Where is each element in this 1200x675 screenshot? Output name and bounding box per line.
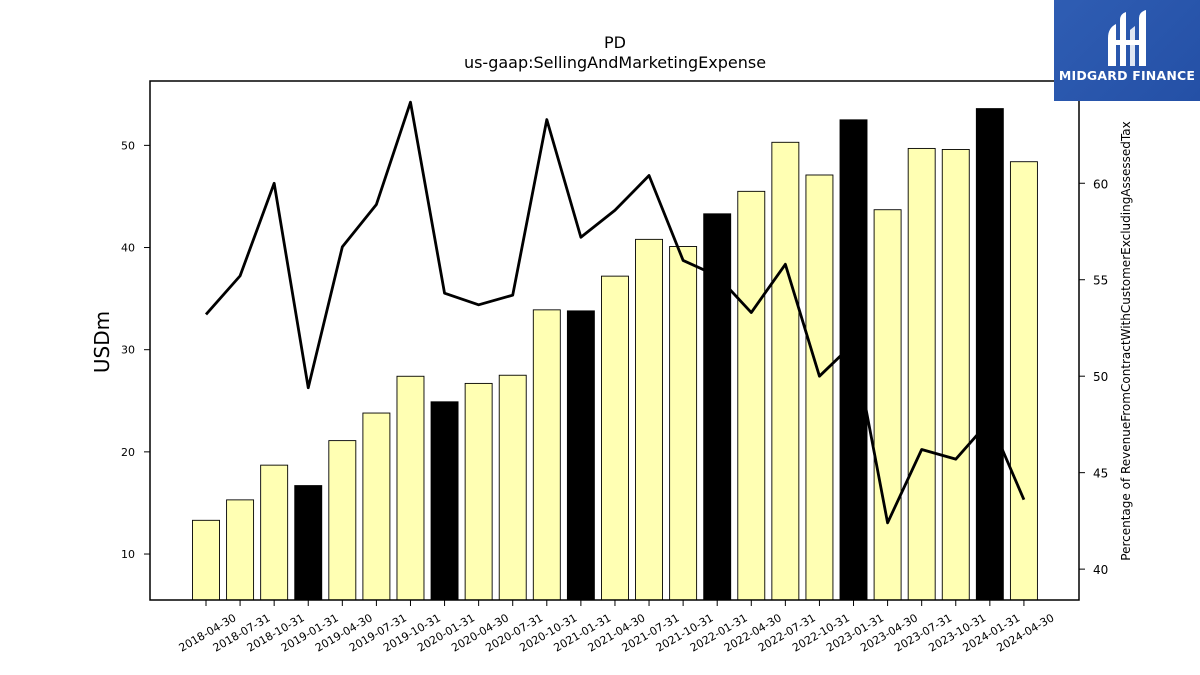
bar-2021-07-31: [635, 238, 663, 601]
bar-2022-07-31: [771, 141, 800, 601]
bar-2019-10-31: [396, 375, 425, 601]
midgard-logo-icon: [1108, 10, 1146, 66]
bar-2023-04-30: [873, 209, 902, 601]
bar-2018-07-31: [226, 499, 255, 601]
bar-2022-04-30: [737, 190, 766, 601]
bar-2018-04-30: [192, 519, 220, 601]
chart-title: PD: [604, 33, 626, 52]
right-tick-label: 45: [1093, 467, 1108, 481]
bar-2021-10-31: [669, 246, 698, 601]
chart-subtitle: us-gaap:SellingAndMarketingExpense: [464, 53, 766, 72]
left-tick-label: 50: [121, 139, 135, 152]
bar-2023-01-31: [839, 119, 868, 601]
bar-2024-04-30: [1009, 161, 1038, 601]
bar-2022-10-31: [805, 174, 834, 601]
right-tick-label: 60: [1093, 177, 1108, 191]
bar-2019-01-31: [294, 485, 323, 601]
ratio-line: [204, 100, 1026, 525]
bar-2023-07-31: [907, 147, 936, 601]
bar-2024-01-31: [975, 108, 1004, 601]
y-axis-right-label: Percentage of RevenueFromContractWithCus…: [1119, 121, 1133, 560]
left-axis: 10 20 30 40 50: [121, 139, 150, 561]
bar-2021-04-30: [601, 275, 629, 601]
bar-2020-07-31: [498, 374, 527, 601]
bar-2019-07-31: [362, 412, 391, 601]
bar-2022-01-31: [703, 213, 732, 601]
right-tick-label: 50: [1093, 370, 1108, 384]
brand-logo: MIDGARD FINANCE: [1054, 0, 1200, 101]
bar-2020-04-30: [464, 382, 493, 601]
left-tick-label: 30: [121, 344, 135, 357]
bar-2020-01-31: [430, 401, 459, 601]
bar-2021-01-31: [566, 310, 595, 601]
right-tick-label: 55: [1093, 274, 1108, 288]
left-tick-label: 20: [121, 446, 135, 459]
bar-2020-10-31: [532, 309, 561, 601]
x-axis: 2018-04-302018-07-312018-10-312019-01-31…: [177, 600, 1056, 655]
bars-group: [192, 108, 1038, 601]
bar-2018-10-31: [260, 464, 289, 601]
bar-2023-10-31: [941, 149, 970, 601]
left-tick-label: 40: [121, 242, 135, 255]
bar-2019-04-30: [328, 440, 357, 601]
right-tick-label: 40: [1093, 563, 1108, 577]
brand-name: MIDGARD FINANCE: [1058, 68, 1196, 83]
y-axis-label: USDm: [90, 311, 114, 373]
right-axis: 40 45 50 55 60: [1079, 177, 1108, 577]
left-tick-label: 10: [121, 548, 135, 561]
